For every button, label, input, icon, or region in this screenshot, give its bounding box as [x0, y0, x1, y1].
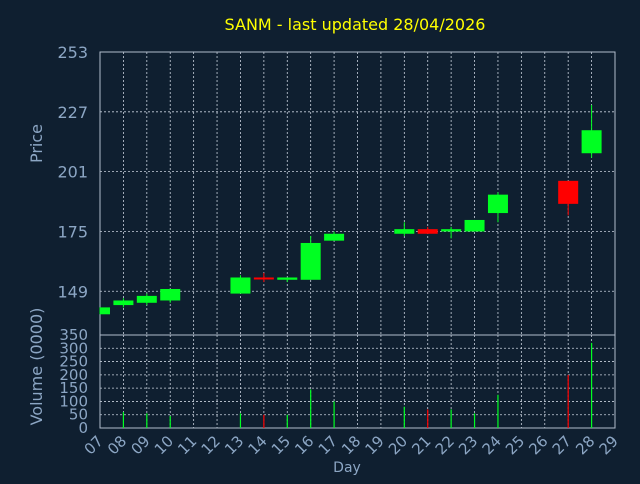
candle	[277, 277, 298, 283]
candle-body	[441, 229, 462, 232]
x-tick-label: 23	[455, 432, 481, 458]
candle	[558, 180, 579, 216]
candle-body	[394, 229, 415, 234]
volume-tick-label: 300	[59, 339, 88, 357]
x-tick-label: 24	[479, 432, 505, 458]
price-tick-label: 175	[57, 222, 88, 241]
x-tick-label: 27	[549, 432, 575, 458]
candle-body	[487, 194, 508, 214]
volume-tick-label: 150	[59, 379, 88, 397]
x-tick-label: 25	[502, 432, 528, 458]
candle	[136, 293, 157, 306]
candle-body	[160, 288, 181, 301]
candle-body	[230, 277, 251, 294]
x-tick-label: 28	[572, 432, 598, 458]
x-tick-label: 10	[151, 432, 177, 458]
x-tick-label: 19	[362, 432, 388, 458]
candle	[230, 275, 251, 294]
candle-body	[136, 295, 157, 303]
candle	[160, 288, 181, 303]
candle	[464, 219, 485, 232]
candle	[324, 231, 345, 241]
volume-tick-label: 350	[59, 326, 88, 344]
candle-body	[100, 307, 110, 315]
price-axis-label: Price	[27, 124, 46, 163]
candle-body	[113, 300, 134, 306]
candle	[253, 272, 274, 283]
chart-title: SANM - last updated 28/04/2026	[225, 15, 486, 34]
x-tick-label: 09	[127, 432, 153, 458]
candle-body	[464, 219, 485, 232]
candle-body	[581, 130, 602, 154]
price-tick-label: 149	[57, 282, 88, 301]
candle	[99, 307, 110, 315]
candle	[300, 236, 321, 280]
x-tick-label: 14	[244, 432, 270, 458]
price-tick-label: 227	[57, 103, 88, 122]
candle-body	[324, 233, 345, 241]
x-tick-label: 22	[432, 432, 458, 458]
candle-body	[253, 277, 274, 280]
price-tick-label: 253	[57, 43, 88, 62]
x-tick-label: 11	[174, 432, 200, 458]
volume-tick-label: 0	[78, 419, 88, 437]
x-tick-label: 26	[525, 432, 551, 458]
volume-tick-label: 50	[69, 406, 88, 424]
candle	[113, 298, 134, 308]
x-tick-label: 20	[385, 432, 411, 458]
volume-tick-label: 200	[59, 366, 88, 384]
x-tick-label: 17	[315, 432, 341, 458]
candle-body	[417, 229, 438, 234]
x-tick-label: 15	[268, 432, 294, 458]
candle	[441, 226, 462, 239]
x-tick-label: 21	[408, 432, 434, 458]
price-tick-label: 201	[57, 163, 88, 182]
volume-tick-label: 100	[59, 392, 88, 410]
x-tick-label: 18	[338, 432, 364, 458]
x-tick-label: 16	[291, 432, 317, 458]
candle-body	[558, 180, 579, 204]
x-tick-label: 08	[104, 432, 130, 458]
candle	[487, 192, 508, 223]
candle	[394, 222, 415, 237]
candle	[417, 226, 438, 234]
x-axis-label: Day	[333, 460, 361, 476]
x-tick-label: 29	[596, 432, 622, 458]
volume-frame	[99, 334, 616, 429]
price-panel: 149 175 201 227 253	[57, 43, 616, 336]
candle-body	[277, 277, 298, 280]
candle-body	[300, 242, 321, 280]
x-tick-label: 12	[198, 432, 224, 458]
candle	[581, 104, 602, 158]
volume-axis-label: Volume (0000)	[27, 308, 46, 426]
x-tick-label: 13	[221, 432, 247, 458]
volume-tick-label: 250	[59, 353, 88, 371]
volume-panel: 0501001502002503003500708091011121314151…	[59, 326, 621, 458]
